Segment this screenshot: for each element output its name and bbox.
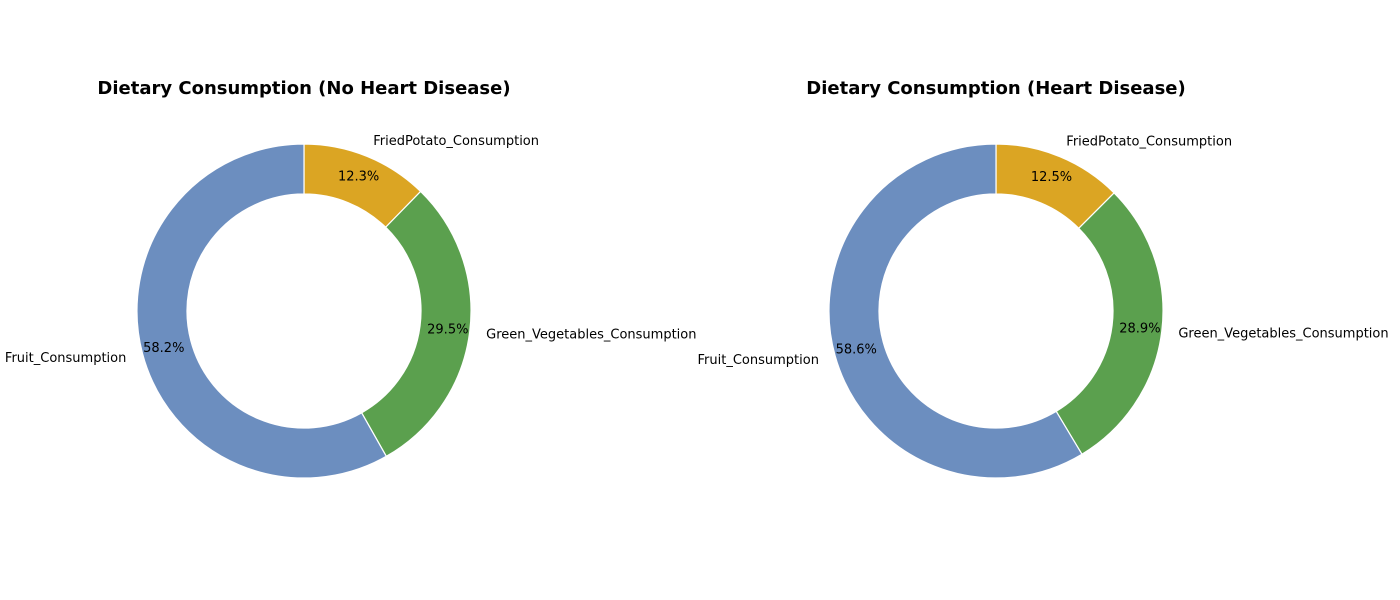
category-label: Green_Vegetables_Consumption: [486, 328, 696, 343]
chart-title: Dietary Consumption (No Heart Disease): [97, 78, 510, 99]
category-label: Fruit_Consumption: [698, 353, 819, 368]
donut-chart-no-heart-disease: Dietary Consumption (No Heart Disease) 5…: [5, 78, 696, 479]
pct-label: 58.2%: [143, 341, 184, 356]
chart-title: Dietary Consumption (Heart Disease): [806, 78, 1185, 99]
slice-fruit-consumption: [828, 143, 1083, 479]
slice-green-vegetables-consumption: [360, 190, 472, 458]
slice-fruit-consumption: [136, 143, 388, 479]
category-label: FriedPotato_Consumption: [1066, 134, 1232, 149]
pct-label: 28.9%: [1119, 322, 1160, 337]
pct-label: 29.5%: [427, 323, 468, 338]
pct-label: 58.6%: [836, 343, 877, 358]
category-label: FriedPotato_Consumption: [373, 134, 539, 149]
pct-label: 12.3%: [338, 170, 379, 185]
category-label: Green_Vegetables_Consumption: [1178, 326, 1388, 341]
category-label: Fruit_Consumption: [5, 351, 126, 366]
donut-chart-heart-disease: Dietary Consumption (Heart Disease) 58.6…: [698, 78, 1389, 479]
slice-green-vegetables-consumption: [1055, 192, 1164, 456]
pct-label: 12.5%: [1031, 170, 1072, 185]
